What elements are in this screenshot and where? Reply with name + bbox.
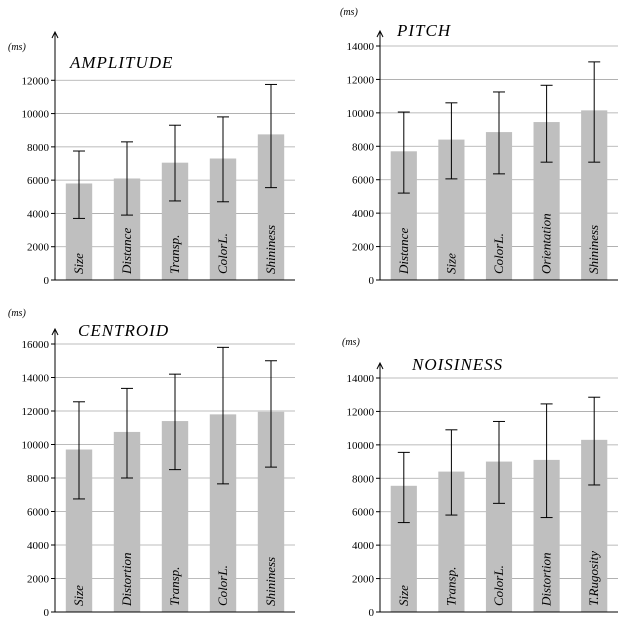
chart1-ytick-label-5: 10000 (347, 108, 375, 120)
chart0-errorbar-4 (265, 83, 277, 189)
chart0-category-label-2: Transp. (167, 235, 182, 274)
chart0-ytick-label-5: 10000 (22, 109, 50, 121)
chart1-errorbar-3 (540, 84, 553, 163)
chart3-category-label-2: ColorL. (491, 565, 506, 606)
chart0-category-label-0: Size (71, 253, 86, 274)
chart2-ytick-label-4: 8000 (27, 473, 50, 485)
chart1-errorbar-4 (588, 61, 601, 163)
chart3-title: NOISINESS (411, 355, 503, 374)
chart3-y-axis-arrow (376, 361, 384, 370)
chart0-category-label-4: Shininess (263, 225, 278, 274)
chart2-category-label-3: ColorL. (215, 565, 230, 606)
chart1-category-label-2: ColorL. (491, 233, 506, 274)
chart1-category-label-0: Distance (396, 228, 411, 275)
chart1-ytick-label-0: 0 (369, 275, 375, 287)
chart0-title: AMPLITUDE (69, 53, 173, 72)
chart3-errorbar-3 (540, 403, 553, 519)
chart0-errorbar-0 (73, 150, 85, 219)
chart0-panel: 0 2000 4000 6000 8000 10000 12000 Size Distance T… (8, 30, 295, 287)
chart0-category-label-1: Distance (119, 228, 134, 275)
chart0-ytick-label-3: 6000 (27, 175, 50, 187)
chart3-ytick-label-4: 8000 (352, 473, 375, 485)
chart0-errorbar-1 (121, 141, 133, 216)
chart0-unit-label: (ms) (8, 42, 26, 53)
chart1-ytick-label-4: 8000 (352, 141, 375, 153)
chart2-errorbar-1 (121, 387, 133, 479)
chart1-errorbar-1 (445, 102, 458, 180)
chart0-y-axis-arrow (51, 30, 59, 39)
chart2-errorbar-2 (169, 373, 181, 471)
chart2-errorbar-3 (217, 346, 229, 485)
chart3-ytick-label-5: 10000 (347, 440, 375, 452)
chart2-ytick-label-7: 14000 (22, 373, 50, 385)
chart2-ytick-label-1: 2000 (27, 574, 50, 586)
chart3-ytick-label-6: 12000 (347, 406, 375, 418)
chart0-ytick-label-6: 12000 (22, 75, 50, 87)
chart2-unit-label: (ms) (8, 308, 26, 319)
chart2-category-label-0: Size (71, 585, 86, 606)
chart1-category-label-4: Shininess (586, 225, 601, 274)
chart3-unit-label: (ms) (342, 337, 360, 348)
chart2-ytick-label-2: 4000 (27, 540, 50, 552)
chart1-y-axis-arrow (376, 29, 384, 38)
chart2-category-label-4: Shininess (263, 557, 278, 606)
chart2-ytick-label-0: 0 (44, 607, 50, 617)
chart3-errorbar-1 (445, 429, 458, 516)
chart2-panel: 0 2000 4000 6000 8000 10000 12000 14000 16000 Siz… (8, 308, 295, 617)
chart3-category-label-3: Distortion (539, 553, 554, 607)
chart3-panel: 0 2000 4000 6000 8000 10000 12000 14000 Size Tran… (342, 337, 618, 617)
chart1-errorbar-2 (493, 91, 505, 175)
chart2-ytick-label-3: 6000 (27, 507, 50, 519)
chart1-ytick-label-7: 14000 (347, 41, 375, 53)
chart2-ytick-label-8: 16000 (22, 339, 50, 351)
chart2-ytick-label-5: 10000 (22, 440, 50, 452)
chart3-ytick-label-3: 6000 (352, 507, 375, 519)
chart3-ytick-label-1: 2000 (352, 574, 375, 586)
chart2-category-label-1: Distortion (119, 553, 134, 607)
chart3-ytick-label-2: 4000 (352, 540, 375, 552)
chart2-title: CENTROID (78, 321, 169, 340)
chart1-ytick-label-6: 12000 (347, 74, 375, 86)
chart3-ytick-label-7: 14000 (347, 373, 375, 385)
chart0-ytick-label-2: 4000 (27, 208, 50, 220)
chart3-category-label-4: T.Rugosity (586, 551, 601, 606)
chart1-ytick-label-2: 4000 (352, 208, 375, 220)
chart1-unit-label: (ms) (340, 7, 358, 18)
chart3-errorbar-4 (588, 396, 601, 486)
chart1-ytick-label-3: 6000 (352, 175, 375, 187)
chart2-ytick-label-6: 12000 (22, 406, 50, 418)
chart0-errorbar-3 (217, 116, 229, 203)
chart3-errorbar-0 (397, 451, 410, 524)
chart3-ytick-label-0: 0 (369, 607, 375, 617)
chart2-category-label-2: Transp. (167, 567, 182, 606)
chart2-errorbar-0 (73, 401, 85, 500)
chart1-category-label-3: Orientation (539, 213, 554, 274)
chart0-errorbar-2 (169, 124, 181, 202)
chart2-errorbar-4 (265, 360, 277, 468)
chart0-ytick-label-1: 2000 (27, 242, 50, 254)
chart1-ytick-label-1: 2000 (352, 242, 375, 254)
chart1-panel: 0 2000 4000 6000 8000 10000 12000 14000 Distance… (340, 7, 618, 287)
chart0-category-label-3: ColorL. (215, 233, 230, 274)
chart3-errorbar-2 (493, 420, 505, 504)
chart0-ytick-label-0: 0 (44, 275, 50, 287)
chart3-category-label-0: Size (396, 585, 411, 606)
chart1-category-label-1: Size (443, 253, 458, 274)
chart0-ytick-label-4: 8000 (27, 142, 50, 154)
chart2-y-axis-arrow (51, 327, 59, 336)
chart1-errorbar-0 (397, 111, 410, 194)
chart1-title: PITCH (396, 21, 452, 40)
chart3-category-label-1: Transp. (443, 567, 458, 606)
